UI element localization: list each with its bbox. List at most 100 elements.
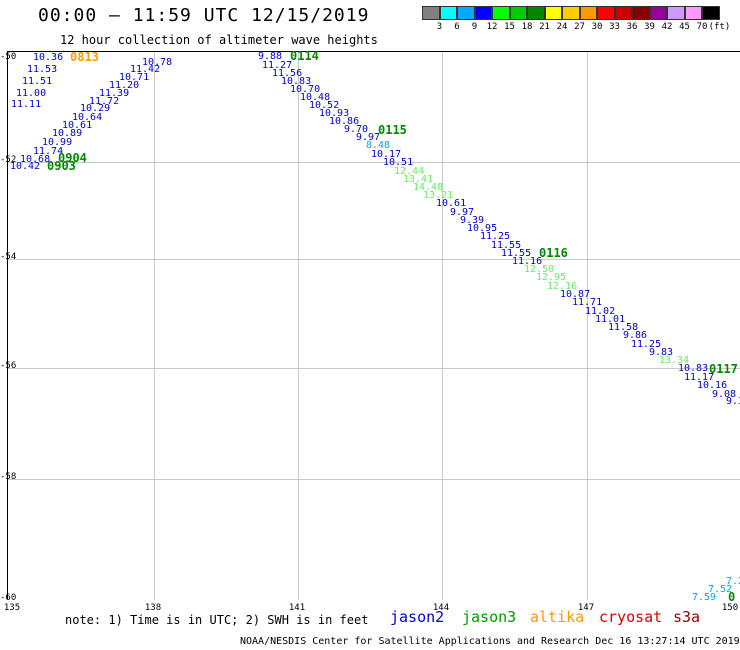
wave-height-value: 11.55 — [491, 240, 522, 251]
longitude-gridline — [587, 52, 588, 600]
wave-height-value: 10.93 — [319, 108, 350, 119]
wave-height-value: 10.95 — [467, 223, 498, 234]
longitude-label: 147 — [577, 603, 595, 613]
wave-height-value: 13.34 — [659, 355, 690, 366]
wave-height-value: 9.83 — [649, 347, 674, 358]
map-plot-area — [7, 51, 740, 600]
color-scale-label: 42 — [661, 22, 673, 32]
longitude-label: 141 — [288, 603, 306, 613]
color-scale-label: 21 — [539, 22, 550, 32]
color-swatch — [684, 6, 702, 20]
wave-height-value: 12.16 — [547, 281, 578, 292]
wave-height-value: 10.78 — [142, 57, 173, 68]
pass-time-label: 0114 — [290, 49, 319, 63]
latitude-gridline — [8, 162, 740, 163]
color-swatch — [614, 6, 632, 20]
color-scale-label: 33 — [609, 22, 620, 32]
wave-height-value: 12.95 — [536, 272, 567, 283]
pass-time-label: 0904 — [58, 151, 87, 165]
color-scale-label: 12 — [486, 22, 498, 32]
wave-height-value: 9.97 — [356, 132, 381, 143]
color-swatch — [632, 6, 650, 20]
color-swatch — [667, 6, 685, 20]
longitude-gridline — [154, 52, 155, 600]
color-swatch — [579, 6, 597, 20]
wave-height-value: 7.2 — [726, 576, 740, 587]
wave-height-value: 13.21 — [423, 190, 454, 201]
wave-height-value: 9.88 — [258, 51, 283, 62]
wave-height-value: 9.86 — [623, 330, 648, 341]
color-scale-bar — [422, 6, 720, 20]
wave-height-value: 7.52 — [708, 584, 733, 595]
color-scale-label: 6 — [454, 22, 460, 32]
color-swatch — [649, 6, 667, 20]
mission-legend-jason3: jason3 — [462, 608, 517, 626]
wave-height-value: 12.50 — [524, 264, 555, 275]
map-subtitle: 12 hour collection of altimeter wave hei… — [60, 33, 378, 47]
longitude-gridline — [442, 52, 443, 600]
pass-time-label: 0903 — [47, 159, 76, 173]
wave-height-value: 11.20 — [109, 80, 140, 91]
latitude-label: -54 — [0, 252, 17, 262]
mission-legend-s3a: s3a — [673, 608, 701, 626]
wave-height-value: 10.48 — [300, 92, 331, 103]
longitude-label: 135 — [3, 603, 21, 613]
wave-height-value: 11.42 — [130, 64, 161, 75]
color-scale-label: 39 — [644, 22, 655, 32]
latitude-label: -58 — [0, 472, 17, 482]
color-swatch — [474, 6, 492, 20]
wave-height-value: 9.97 — [450, 207, 475, 218]
pass-time-label: 0115 — [378, 123, 407, 137]
wave-height-value: 10.61 — [62, 120, 93, 131]
wave-height-value: 11.53 — [27, 64, 58, 75]
wave-height-value: 10.86 — [329, 116, 360, 127]
color-scale-label: 3 — [436, 22, 443, 32]
color-scale-label: 36 — [626, 22, 638, 32]
color-swatch — [509, 6, 527, 20]
wave-height-value: 10.87 — [560, 289, 591, 300]
longitude-gridline — [298, 52, 299, 600]
wave-height-value: 11.55 — [501, 248, 532, 259]
color-swatch — [544, 6, 562, 20]
color-swatch — [597, 6, 615, 20]
wave-height-value: 13.41 — [403, 174, 434, 185]
mission-legend-cryosat: cryosat — [599, 608, 663, 626]
wave-height-value: 10.42 — [10, 161, 41, 172]
wave-height-value: 11.39 — [99, 88, 130, 99]
wave-height-value: 9.70 — [344, 124, 369, 135]
wave-height-value: 11.56 — [272, 68, 303, 79]
color-scale-label: 30 — [591, 22, 603, 32]
wave-height-value: 9.39 — [460, 215, 485, 226]
color-swatch — [562, 6, 580, 20]
pass-time-label: 0117 — [709, 362, 738, 376]
color-swatch — [422, 6, 440, 20]
wave-height-value: 11.25 — [631, 339, 662, 350]
wave-height-value: 11.16 — [512, 256, 543, 267]
latitude-gridline — [8, 479, 740, 480]
latitude-gridline — [8, 259, 740, 260]
footer-credit: NOAA/NESDIS Center for Satellite Applica… — [240, 636, 740, 647]
pass-time-label: 0 — [728, 590, 736, 604]
color-swatch — [457, 6, 475, 20]
wave-height-value: 10.17 — [371, 149, 402, 160]
wave-height-value: 10.51 — [383, 157, 414, 168]
color-scale-label: 15 — [504, 22, 515, 32]
wave-height-value: 10.29 — [80, 103, 111, 114]
wave-height-value: 9.3 — [726, 396, 740, 407]
color-swatch — [702, 6, 720, 20]
color-scale-label: 27 — [574, 22, 585, 32]
wave-height-value: 10.71 — [119, 72, 150, 83]
wave-height-value: 10.52 — [309, 100, 340, 111]
color-swatch — [527, 6, 545, 20]
wave-height-value: 10.36 — [33, 52, 64, 63]
latitude-gridline — [8, 368, 740, 369]
pass-time-label: 0813 — [70, 50, 99, 64]
units-note: note: 1) Time is in UTC; 2) SWH is in fe… — [65, 613, 369, 627]
wave-height-value: 11.27 — [262, 60, 293, 71]
wave-height-value: 10.83 — [678, 363, 709, 374]
latitude-label: -50 — [0, 52, 17, 62]
wave-height-value: 11.51 — [22, 76, 53, 87]
color-scale-label: 45 — [679, 22, 690, 32]
wave-height-value: 10.61 — [436, 198, 467, 209]
